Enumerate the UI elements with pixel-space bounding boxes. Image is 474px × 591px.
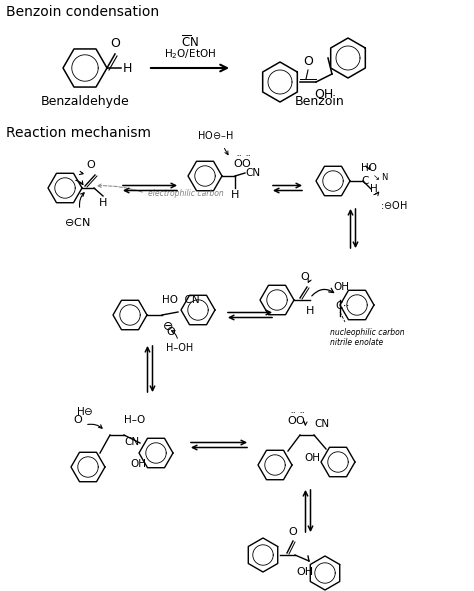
Text: nitrile enolate: nitrile enolate <box>330 338 383 347</box>
Text: H: H <box>231 190 239 200</box>
Text: H: H <box>99 198 107 208</box>
Text: OH: OH <box>296 567 314 577</box>
Text: C$\cdot$$\cdot$: C$\cdot$$\cdot$ <box>335 299 350 311</box>
Text: HO: HO <box>361 163 377 173</box>
Text: :$\ominus$OH: :$\ominus$OH <box>380 199 408 211</box>
Text: CN: CN <box>314 419 329 429</box>
Text: CN: CN <box>245 168 260 178</box>
Text: $\ominus$: $\ominus$ <box>162 320 173 333</box>
Text: H$\ominus$: H$\ominus$ <box>76 405 94 417</box>
Text: electrophilic carbon: electrophilic carbon <box>148 189 224 197</box>
Text: H–O: H–O <box>124 415 145 425</box>
Text: O: O <box>303 55 313 68</box>
Text: O: O <box>87 160 95 170</box>
Text: H: H <box>370 184 378 194</box>
Text: C: C <box>361 176 368 186</box>
Text: Benzaldehyde: Benzaldehyde <box>41 95 129 108</box>
Text: O: O <box>289 527 297 537</box>
Text: H$_2$O/EtOH: H$_2$O/EtOH <box>164 47 216 61</box>
Text: OH: OH <box>314 88 334 101</box>
Text: $\overline{\rm C}$N: $\overline{\rm C}$N <box>181 34 199 50</box>
Text: OH: OH <box>304 453 320 463</box>
Text: Benzoin condensation: Benzoin condensation <box>6 5 159 19</box>
Text: H–OH: H–OH <box>166 343 193 353</box>
Text: $\ominus$CN: $\ominus$CN <box>64 216 90 228</box>
Text: O: O <box>110 37 120 50</box>
Text: Benzoin: Benzoin <box>295 95 345 108</box>
Text: O: O <box>301 272 310 282</box>
Text: HO$\ominus$–H: HO$\ominus$–H <box>197 129 233 141</box>
Text: OH: OH <box>130 459 146 469</box>
Text: HO  CN: HO CN <box>162 295 200 305</box>
Text: OH: OH <box>333 282 349 292</box>
Text: $\searrow$N: $\searrow$N <box>371 170 389 181</box>
Text: Reaction mechanism: Reaction mechanism <box>6 126 151 140</box>
Text: nucleophilic carbon: nucleophilic carbon <box>330 328 405 337</box>
Text: H: H <box>306 306 314 316</box>
Text: O: O <box>73 415 82 425</box>
Text: O: O <box>166 327 175 337</box>
Text: H: H <box>123 61 132 74</box>
Text: CN: CN <box>124 437 139 447</box>
Text: $\ddot{\rm O}$$\ddot{\rm O}$: $\ddot{\rm O}$$\ddot{\rm O}$ <box>233 155 252 170</box>
Text: $\ddot{\rm O}$$\ddot{\rm O}$: $\ddot{\rm O}$$\ddot{\rm O}$ <box>287 412 305 427</box>
